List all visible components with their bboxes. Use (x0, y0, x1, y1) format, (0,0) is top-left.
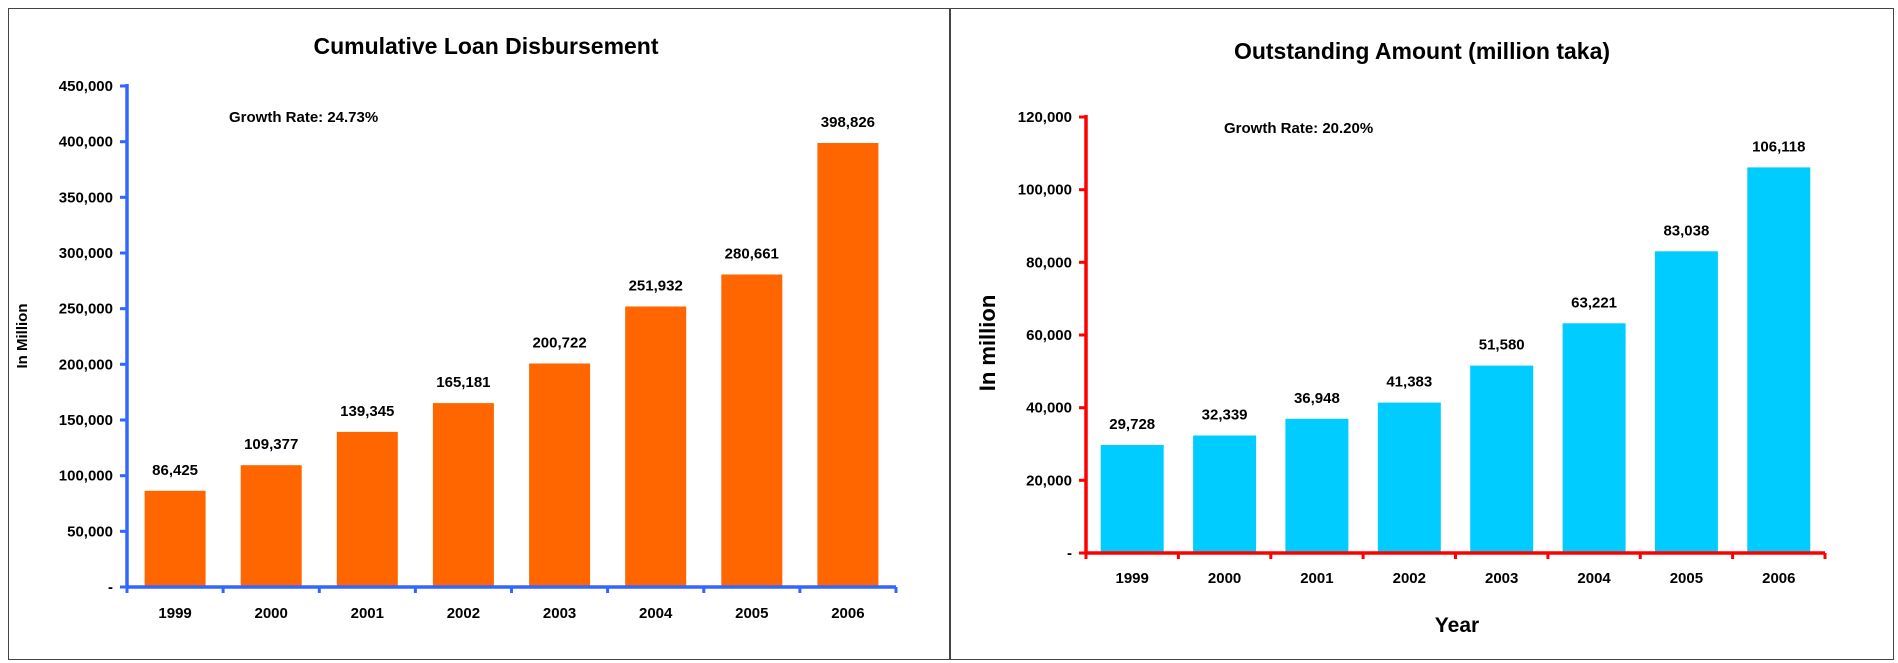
bar-2000 (240, 465, 302, 587)
x-tick-label-2000: 2000 (1208, 570, 1241, 587)
x-tick-label-2006: 2006 (831, 605, 864, 622)
x-tick-label-2005: 2005 (1670, 570, 1703, 587)
data-label-1999: 86,425 (152, 462, 198, 479)
x-tick-label-2002: 2002 (447, 605, 480, 622)
data-label-2004: 63,221 (1571, 294, 1617, 311)
x-axis-title: Year (1435, 614, 1479, 637)
bar-2006 (1747, 167, 1811, 553)
x-tick-label-2001: 2001 (351, 605, 384, 622)
y-axis-title: In Million (14, 304, 31, 369)
y-tick-label: 350,000 (59, 189, 113, 206)
data-label-2005: 280,661 (725, 246, 779, 263)
y-tick-label: 20,000 (1026, 472, 1072, 489)
data-label-2000: 109,377 (244, 436, 298, 453)
x-tick-label-2002: 2002 (1393, 570, 1426, 587)
x-tick-label-2004: 2004 (1577, 570, 1611, 587)
data-label-2003: 200,722 (532, 335, 586, 352)
y-axis-title: In million (975, 295, 1000, 392)
bar-1999 (1100, 445, 1164, 553)
x-tick-label-2004: 2004 (639, 605, 673, 622)
bar-2002 (432, 403, 494, 587)
bar-2001 (336, 431, 398, 587)
chart-panel-loan-disbursement: Cumulative Loan Disbursement Growth Rate… (8, 8, 950, 660)
chart-title: Outstanding Amount (million taka) (1234, 38, 1610, 64)
bar-1999 (144, 490, 206, 587)
data-label-2000: 32,339 (1202, 407, 1248, 424)
y-tick-label: - (108, 579, 113, 596)
bar-2005 (1654, 251, 1718, 554)
x-tick-label-1999: 1999 (1116, 570, 1149, 587)
y-tick-label: - (1067, 545, 1072, 562)
y-tick-label: 100,000 (1018, 182, 1072, 199)
x-tick-label-2005: 2005 (735, 605, 768, 622)
plot-area: 29,728 1999 32,339 2000 36,948 2001 41,383 2002… (1018, 109, 1827, 587)
data-label-2002: 165,181 (436, 374, 490, 391)
y-tick-label: 80,000 (1026, 254, 1072, 271)
data-label-2005: 83,038 (1663, 222, 1709, 239)
data-label-2006: 398,826 (821, 114, 875, 131)
x-tick-label-2003: 2003 (543, 605, 576, 622)
x-tick-label-2001: 2001 (1300, 570, 1333, 587)
y-tick-label: 100,000 (59, 468, 113, 485)
bar-2005 (721, 274, 783, 587)
bar-2000 (1193, 435, 1257, 553)
bar-2006 (817, 143, 879, 587)
y-tick-label: 120,000 (1018, 109, 1072, 126)
y-tick-label: 450,000 (59, 78, 113, 95)
data-label-2001: 36,948 (1294, 390, 1340, 407)
bar-2004 (1562, 323, 1626, 553)
data-label-2001: 139,345 (340, 403, 394, 420)
x-tick-label-2006: 2006 (1762, 570, 1795, 587)
y-tick-label: 40,000 (1026, 400, 1072, 417)
plot-area: 86,425 1999 109,377 2000 139,345 2001 165,181 2… (59, 78, 898, 622)
y-tick-label: 150,000 (59, 412, 113, 429)
y-tick-label: 60,000 (1026, 327, 1072, 344)
bar-2003 (1470, 365, 1534, 553)
data-label-1999: 29,728 (1109, 416, 1155, 433)
data-label-2006: 106,118 (1752, 138, 1805, 155)
bar-2003 (529, 363, 591, 587)
x-tick-label-2003: 2003 (1485, 570, 1518, 587)
y-tick-label: 50,000 (67, 523, 113, 540)
y-tick-label: 300,000 (59, 245, 113, 262)
y-tick-label: 250,000 (59, 301, 113, 318)
chart-title: Cumulative Loan Disbursement (313, 33, 658, 59)
growth-rate-annotation: Growth Rate: 20.20% (1224, 120, 1373, 137)
outstanding-amount-chart: Outstanding Amount (million taka) Growth… (975, 38, 1827, 637)
growth-rate-annotation: Growth Rate: 24.73% (229, 109, 378, 126)
bar-2001 (1285, 418, 1349, 553)
x-tick-label-1999: 1999 (158, 605, 191, 622)
y-tick-label: 200,000 (59, 356, 113, 373)
data-label-2004: 251,932 (629, 278, 683, 295)
y-tick-label: 400,000 (59, 134, 113, 151)
data-label-2002: 41,383 (1386, 374, 1432, 391)
loan-disbursement-chart: Cumulative Loan Disbursement Growth Rate… (14, 33, 898, 622)
bar-2002 (1377, 402, 1441, 553)
data-label-2003: 51,580 (1479, 337, 1525, 354)
bar-2004 (625, 306, 687, 587)
x-tick-label-2000: 2000 (255, 605, 288, 622)
chart-panel-outstanding-amount: Outstanding Amount (million taka) Growth… (950, 8, 1894, 660)
